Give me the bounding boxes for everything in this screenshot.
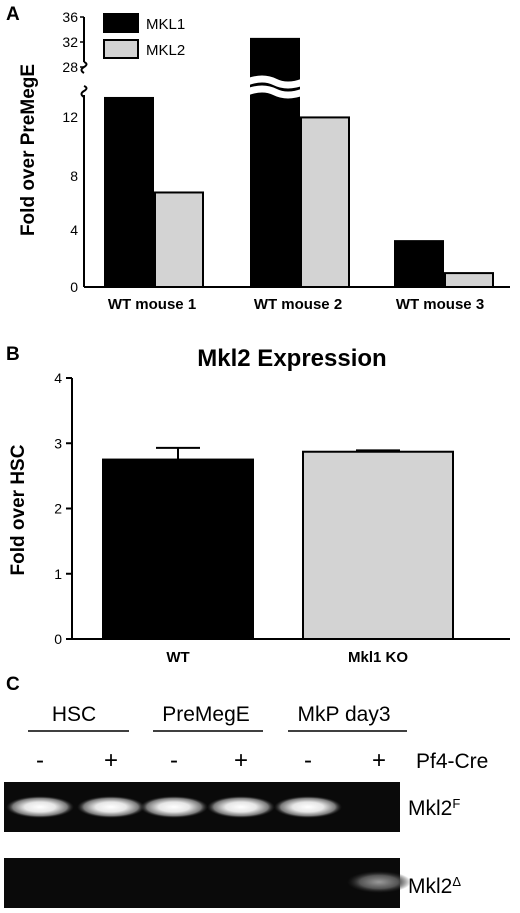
x-category-label: Mkl1 KO <box>348 649 408 666</box>
panel-a-y-ticks: 36 32 28 12 8 4 0 <box>62 9 78 295</box>
y-tick-label: 3 <box>54 435 62 451</box>
y-tick-label: 32 <box>62 34 78 50</box>
bar-mkl1-ko <box>302 450 454 641</box>
x-category-label: WT mouse 2 <box>254 296 342 313</box>
gel-bands-deleted <box>347 871 411 893</box>
gel-band-floxed <box>77 796 145 818</box>
bar-mkl2-1 <box>154 191 204 288</box>
group-label-mkp-day3: MkP day3 <box>298 703 391 726</box>
x-category-label: WT <box>166 649 189 666</box>
bar-wt <box>102 458 254 640</box>
legend-swatch-mkl1 <box>103 13 139 33</box>
y-tick-label: 36 <box>62 9 78 25</box>
bar-mkl1-3 <box>394 240 444 289</box>
gel-strip-deleted <box>4 858 411 908</box>
bar-mkl1-1 <box>104 96 154 288</box>
x-category-label: WT mouse 1 <box>108 296 196 313</box>
genotype-sign: - <box>304 747 312 774</box>
legend-label-mkl2: MKL2 <box>146 42 185 59</box>
x-category-label: WT mouse 3 <box>396 296 484 313</box>
y-tick-label: 1 <box>54 566 62 582</box>
panel-c-cre-signs: - + - + - + Pf4-Cre <box>36 747 488 774</box>
panel-b-title: Mkl2 Expression <box>197 345 386 372</box>
panel-b-bars <box>102 446 454 641</box>
axis-break-gap <box>245 75 305 89</box>
pf4-cre-label: Pf4-Cre <box>416 750 488 773</box>
gel-band-floxed <box>207 796 275 818</box>
legend-swatch-mkl2 <box>103 39 139 59</box>
panel-b-letter: B <box>6 344 20 365</box>
panel-b-x-categories: WT Mkl1 KO <box>166 649 408 666</box>
band-label-deleted: Mkl2Δ <box>408 874 461 899</box>
panel-a-x-categories: WT mouse 1 WT mouse 2 WT mouse 3 <box>108 296 484 313</box>
panel-c-letter: C <box>6 674 20 695</box>
y-tick-label: 4 <box>70 222 78 238</box>
gel-band-floxed <box>274 796 342 818</box>
panel-b-y-ticks: 0 1 2 3 4 <box>54 370 72 647</box>
genotype-sign: - <box>170 747 178 774</box>
group-label-premege: PreMegE <box>162 703 250 726</box>
bar-mkl2-2 <box>300 116 350 288</box>
genotype-sign: + <box>104 747 118 774</box>
gel-bands-floxed <box>6 796 342 818</box>
bar-mkl2-3 <box>444 272 494 289</box>
y-tick-label: 0 <box>70 279 78 295</box>
y-tick-label: 0 <box>54 631 62 647</box>
gel-background <box>4 858 400 908</box>
genotype-sign: - <box>36 747 44 774</box>
gel-band-floxed <box>140 796 208 818</box>
y-tick-label: 4 <box>54 370 62 386</box>
panel-a-ylabel: Fold over PreMegE <box>18 64 39 236</box>
gel-band-deleted <box>347 871 411 893</box>
panel-a-bars <box>104 37 494 289</box>
panel-b-ylabel: Fold over HSC <box>8 444 29 575</box>
y-tick-label: 12 <box>62 109 78 125</box>
panel-a-legend: MKL1 MKL2 <box>103 13 185 59</box>
y-tick-label: 8 <box>70 168 78 184</box>
y-tick-label: 28 <box>62 59 78 75</box>
legend-label-mkl1: MKL1 <box>146 16 185 33</box>
y-tick-label: 2 <box>54 501 62 517</box>
gel-strip-floxed <box>4 782 400 832</box>
band-label-floxed: Mkl2F <box>408 796 460 821</box>
axis-break-gap <box>245 85 305 99</box>
group-label-hsc: HSC <box>52 703 96 726</box>
panel-c-sample-groups: HSC PreMegE MkP day3 <box>28 703 407 732</box>
gel-band-floxed <box>6 796 74 818</box>
panel-a-letter: A <box>6 4 20 25</box>
genotype-sign: + <box>234 747 248 774</box>
genotype-sign: + <box>372 747 386 774</box>
